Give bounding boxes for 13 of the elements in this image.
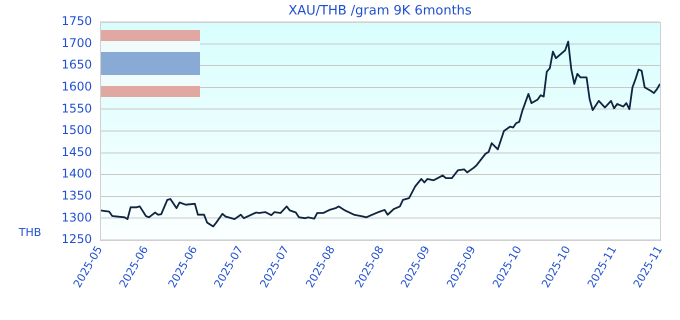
y-tick-label: 1550 xyxy=(61,101,92,116)
y-axis-title: THB xyxy=(18,226,42,239)
y-tick-label: 1700 xyxy=(61,36,92,50)
y-tick-label: 1750 xyxy=(61,14,92,28)
y-tick-label: 1350 xyxy=(61,188,92,203)
y-tick-label: 1300 xyxy=(61,210,92,224)
y-tick-label: 1450 xyxy=(61,144,92,159)
y-tick-label: 1650 xyxy=(61,58,92,72)
y-tick-label: 1600 xyxy=(61,80,92,94)
y-tick-label: 1250 xyxy=(61,232,92,246)
chart-title: XAU/THB /gram 9K 6months xyxy=(288,3,472,18)
y-tick-label: 1400 xyxy=(61,166,92,181)
y-tick-label: 1500 xyxy=(61,123,92,138)
